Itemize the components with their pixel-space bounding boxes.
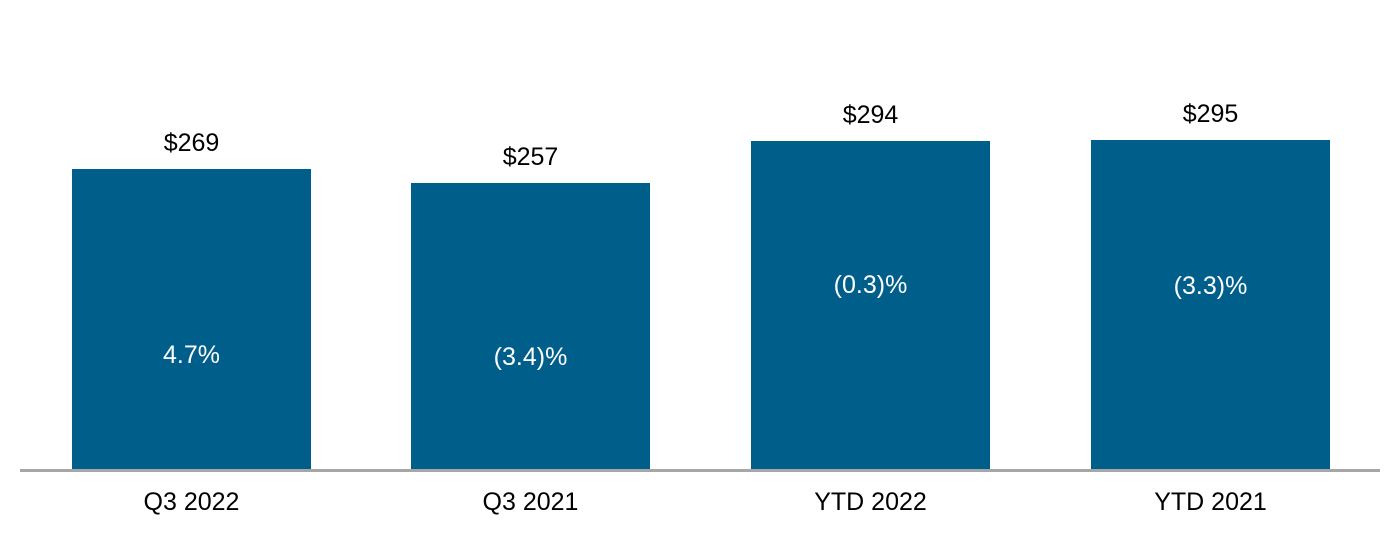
category-label: Q3 2021 — [482, 488, 579, 516]
bar-value-label: $294 — [842, 101, 899, 129]
bar-percent-label: (3.4)% — [493, 343, 568, 371]
bar: (0.3)% — [751, 141, 990, 469]
category-label: Q3 2022 — [143, 488, 240, 516]
bar-percent-label: (0.3)% — [833, 271, 908, 299]
bar-percent-label: 4.7% — [163, 341, 220, 369]
x-axis-line — [20, 469, 1380, 472]
bar-value-label: $269 — [163, 129, 220, 157]
bar: (3.4)% — [411, 183, 650, 469]
bar-value-label: $295 — [1182, 100, 1239, 128]
bar: 4.7% — [72, 169, 311, 469]
bar: (3.3)% — [1091, 140, 1330, 469]
category-label: YTD 2022 — [814, 488, 927, 516]
bar-value-label: $257 — [502, 143, 559, 171]
category-label: YTD 2021 — [1154, 488, 1267, 516]
bar-percent-label: (3.3)% — [1173, 272, 1248, 300]
